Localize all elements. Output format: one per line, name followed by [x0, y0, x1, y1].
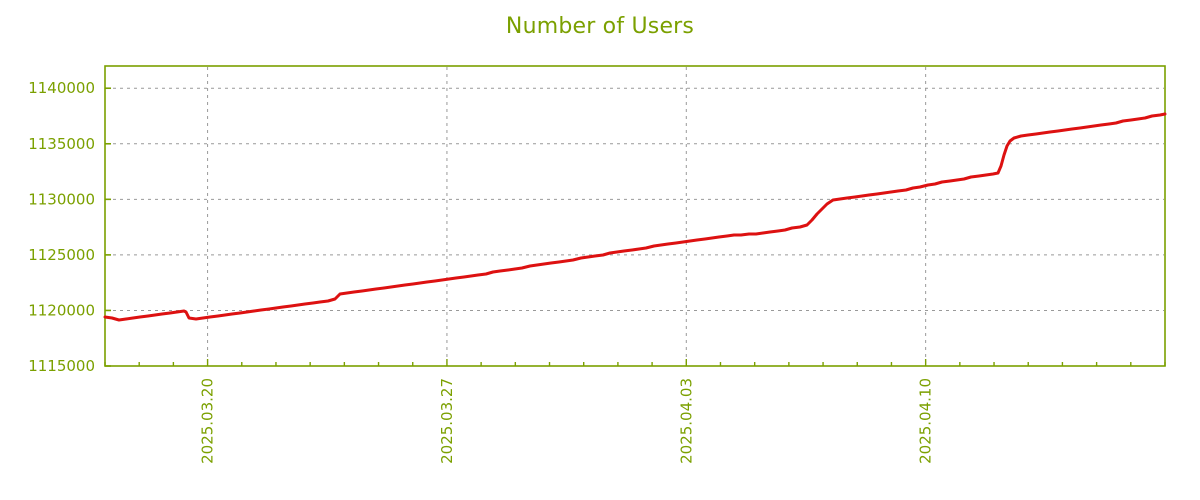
- y-tick-label: 1140000: [28, 79, 95, 97]
- series-line-number-of-users: [103, 112, 1167, 322]
- y-tick-label: 1135000: [28, 135, 95, 153]
- y-tick-label: 1115000: [28, 357, 95, 375]
- chart-title: Number of Users: [505, 14, 695, 39]
- y-axis-ticks: [105, 87, 111, 367]
- x-axis-tick-labels: 2025.03.20 2025.03.27 2025.04.03 2025.04.10: [199, 378, 935, 464]
- x-tick-label: 2025.03.20: [199, 378, 217, 464]
- plot-border: [104, 65, 1166, 367]
- x-tick-label: 2025.03.27: [438, 378, 456, 464]
- x-gridlines: [207, 67, 927, 365]
- x-axis-ticks: [104, 359, 1166, 366]
- y-tick-label: 1125000: [28, 246, 95, 264]
- y-axis-tick-labels: 1115000 1120000 1125000 1130000 1135000 11400…: [28, 79, 95, 375]
- x-tick-label: 2025.04.03: [677, 378, 695, 464]
- x-tick-label: 2025.04.10: [917, 378, 935, 464]
- plot-background: [105, 66, 1165, 366]
- y-tick-label: 1120000: [28, 301, 95, 319]
- y-tick-label: 1130000: [28, 190, 95, 208]
- data-series-group: [103, 112, 1167, 322]
